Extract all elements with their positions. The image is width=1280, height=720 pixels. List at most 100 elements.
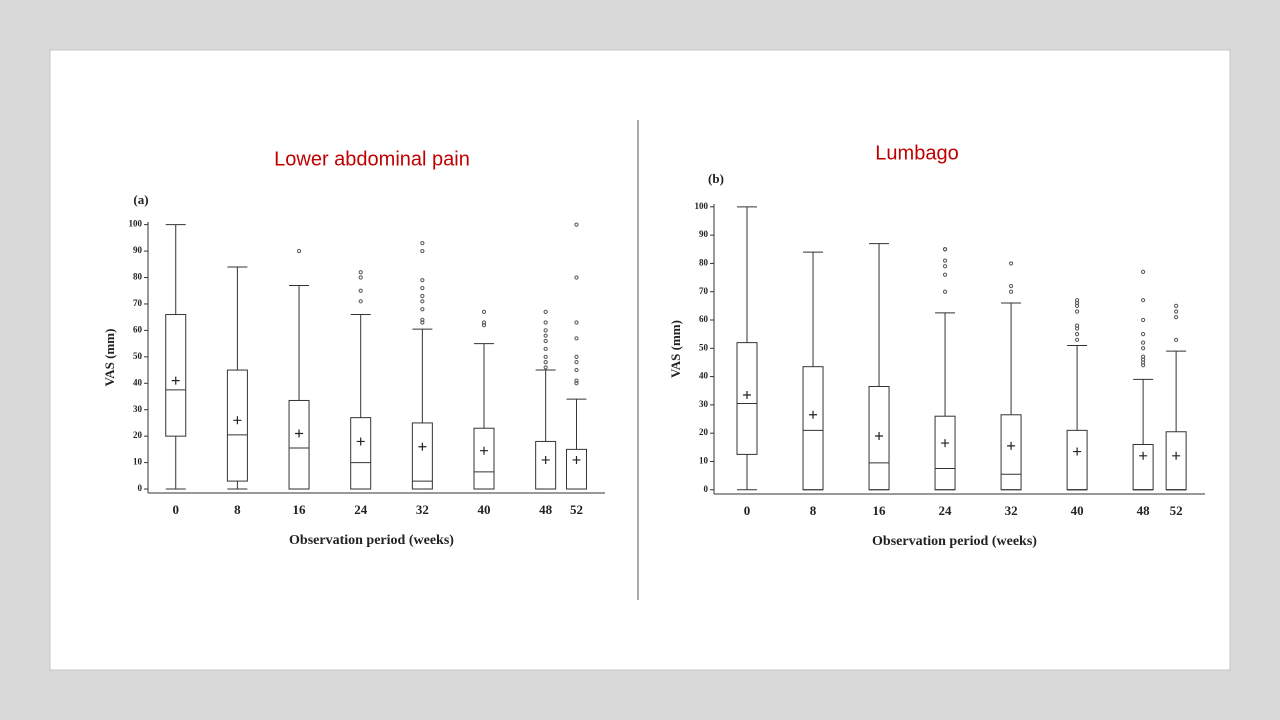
outlier <box>1074 298 1080 303</box>
outlier <box>942 272 948 277</box>
outlier <box>543 320 548 325</box>
chart-title: Lower abdominal pain <box>274 148 470 170</box>
y-tick-label: 40 <box>133 377 143 387</box>
x-tick-label: 0 <box>744 503 751 518</box>
y-tick-label: 70 <box>699 286 709 296</box>
box <box>473 427 495 490</box>
mean-marker <box>480 446 489 455</box>
mean-marker <box>809 410 818 419</box>
outlier <box>543 309 548 314</box>
outlier <box>358 288 363 293</box>
box <box>934 415 956 491</box>
y-tick-label: 30 <box>699 399 709 409</box>
outlier <box>574 354 579 359</box>
mean-marker <box>1007 441 1016 450</box>
outlier <box>1074 337 1080 342</box>
y-tick-label: 0 <box>138 483 143 493</box>
mean-marker <box>233 416 242 425</box>
outlier <box>543 360 548 365</box>
outlier <box>296 248 302 254</box>
box <box>165 314 187 437</box>
outlier <box>543 354 548 359</box>
panel-label: (b) <box>708 171 724 186</box>
box <box>1000 414 1022 491</box>
y-tick-label: 20 <box>699 427 709 437</box>
outlier <box>1008 261 1014 266</box>
box <box>226 369 248 482</box>
mean-marker <box>541 455 550 464</box>
y-tick-label: 80 <box>699 257 709 267</box>
x-tick-label: 8 <box>234 502 241 517</box>
y-tick-label: 10 <box>699 456 709 466</box>
outlier <box>1141 269 1146 275</box>
mean-marker <box>171 376 180 385</box>
outlier <box>420 320 425 325</box>
y-tick-label: 20 <box>133 430 143 440</box>
box <box>411 422 433 490</box>
outlier <box>420 317 425 322</box>
outlier <box>574 381 579 386</box>
outlier <box>1074 323 1080 328</box>
outlier <box>543 333 548 338</box>
outlier <box>574 360 579 365</box>
chart-title: Lumbago <box>875 142 958 164</box>
x-tick-label: 52 <box>570 502 583 517</box>
outlier <box>420 278 425 283</box>
outlier <box>1008 283 1014 289</box>
outlier <box>420 248 425 254</box>
outlier <box>543 365 548 370</box>
outlier <box>574 275 579 280</box>
x-tick-label: 0 <box>172 502 179 517</box>
y-tick-label: 60 <box>699 314 709 324</box>
y-tick-label: 90 <box>699 229 709 239</box>
x-tick-label: 32 <box>416 502 429 517</box>
outlier <box>358 299 363 304</box>
y-tick-label: 10 <box>133 457 143 467</box>
y-tick-label: 50 <box>699 342 709 352</box>
y-axis-label: VAS (mm) <box>102 329 117 387</box>
outlier <box>942 289 948 294</box>
outlier <box>574 367 579 373</box>
y-axis-label: VAS (mm) <box>668 320 683 378</box>
mean-marker <box>743 390 752 399</box>
x-axis-label: Observation period (weeks) <box>289 533 454 548</box>
outlier <box>420 307 425 312</box>
box <box>802 366 824 491</box>
outlier <box>1074 332 1080 337</box>
outlier <box>543 338 548 344</box>
y-tick-label: 100 <box>129 219 143 229</box>
outlier <box>543 328 548 333</box>
y-tick-label: 30 <box>133 404 143 414</box>
x-tick-label: 52 <box>1170 503 1183 518</box>
box <box>350 417 372 490</box>
x-tick-label: 48 <box>539 502 553 517</box>
slide-panel <box>49 49 1231 671</box>
outlier <box>1174 303 1179 308</box>
x-tick-label: 24 <box>939 503 953 518</box>
box <box>288 399 310 490</box>
mean-marker <box>941 439 950 448</box>
outlier <box>481 323 487 328</box>
panel-label: (a) <box>133 192 148 207</box>
outlier <box>574 336 579 341</box>
outlier <box>1141 317 1146 323</box>
y-tick-label: 80 <box>133 272 143 282</box>
x-tick-label: 16 <box>873 503 887 518</box>
outlier <box>1141 332 1146 337</box>
outlier <box>481 320 487 325</box>
y-tick-label: 70 <box>133 298 143 308</box>
outlier <box>1141 298 1146 303</box>
x-tick-label: 32 <box>1005 503 1018 518</box>
outlier <box>574 222 579 227</box>
outlier <box>1141 346 1146 351</box>
outlier <box>420 293 425 299</box>
outlier <box>942 264 948 269</box>
y-tick-label: 90 <box>133 245 143 255</box>
outlier <box>358 270 363 275</box>
outlier <box>420 285 425 291</box>
y-tick-label: 60 <box>133 324 143 334</box>
outlier <box>420 241 425 246</box>
outlier <box>420 299 425 304</box>
outlier <box>942 258 948 263</box>
